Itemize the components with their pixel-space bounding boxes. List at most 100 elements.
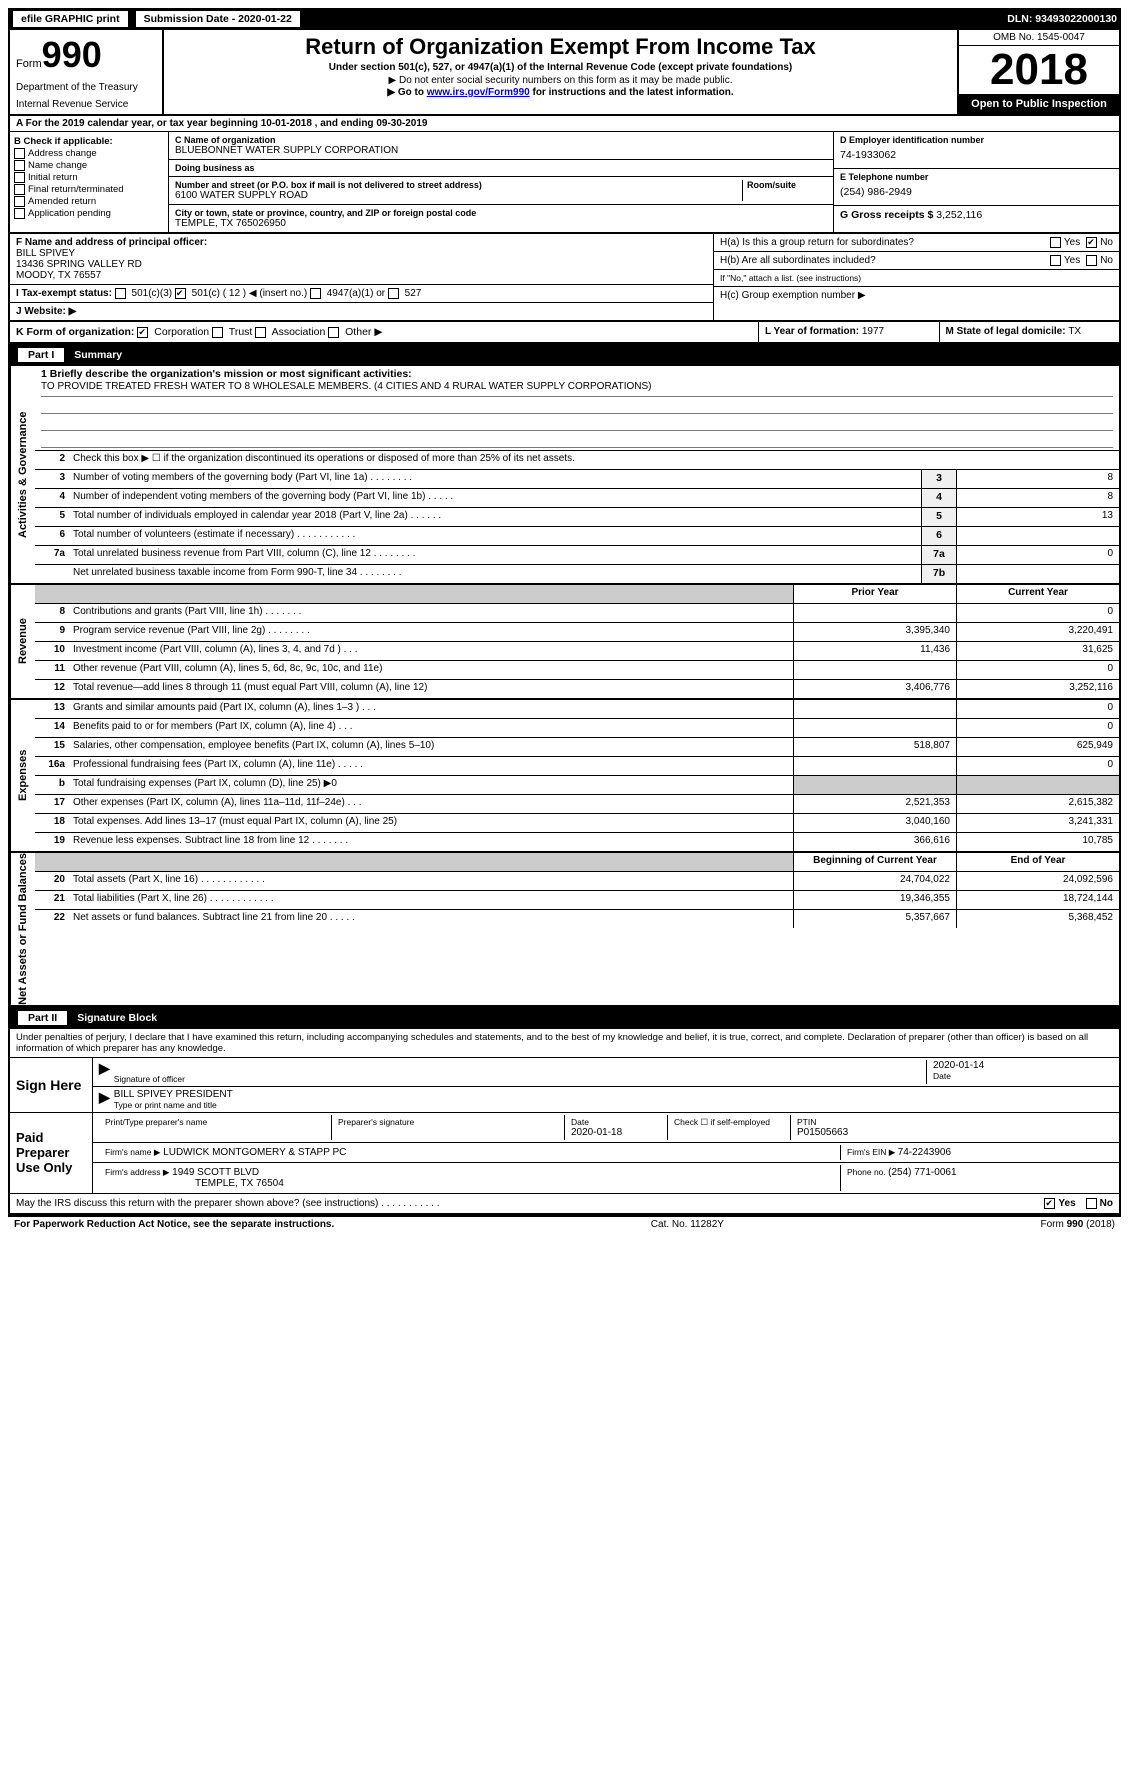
tax-year: 2018 — [959, 46, 1119, 94]
gov-val-0: 8 — [956, 470, 1119, 488]
firm-name-label: Firm's name ▶ — [105, 1147, 160, 1157]
part1-label: Part I — [18, 348, 64, 362]
net-num-1: 21 — [35, 891, 69, 909]
b-item-4: Amended return — [28, 196, 96, 207]
eoy-header: End of Year — [956, 853, 1119, 871]
dept-treasury: Department of the Treasury — [16, 82, 156, 93]
firm-addr-label: Firm's address ▶ — [105, 1167, 169, 1177]
check-initial[interactable]: Initial return — [14, 172, 164, 183]
hb-no-label: No — [1100, 255, 1113, 266]
footer: For Paperwork Reduction Act Notice, see … — [8, 1215, 1121, 1232]
net-text-2: Net assets or fund balances. Subtract li… — [69, 910, 793, 928]
gov-line-4: 7a Total unrelated business revenue from… — [35, 546, 1119, 565]
check-501c[interactable] — [175, 288, 186, 299]
street-address: 6100 WATER SUPPLY ROAD — [175, 190, 742, 201]
prep-sig-label: Preparer's signature — [338, 1117, 558, 1127]
k-o1: Corporation — [154, 326, 209, 338]
exp-num-2: 15 — [35, 738, 69, 756]
firm-addr2: TEMPLE, TX 76504 — [105, 1178, 834, 1189]
prep-date: 2020-01-18 — [571, 1127, 661, 1138]
mission-box: 1 Briefly describe the organization's mi… — [35, 366, 1119, 451]
mission-blank1 — [41, 397, 1113, 414]
exp-prior-6: 3,040,160 — [793, 814, 956, 832]
net-prior-0: 24,704,022 — [793, 872, 956, 890]
footer-left: For Paperwork Reduction Act Notice, see … — [14, 1219, 334, 1230]
phone-value: (254) 986-2949 — [840, 182, 1113, 202]
officer-signature[interactable] — [114, 1060, 926, 1074]
discuss-no[interactable] — [1086, 1198, 1097, 1209]
check-application[interactable]: Application pending — [14, 208, 164, 219]
gov-val-2: 13 — [956, 508, 1119, 526]
section-b: B Check if applicable: Address change Na… — [10, 132, 169, 232]
dln-label: DLN: 93493022000130 — [1007, 13, 1117, 25]
check-trust[interactable] — [212, 327, 223, 338]
check-527[interactable] — [388, 288, 399, 299]
b-item-3: Final return/terminated — [28, 184, 124, 195]
exp-text-3: Professional fundraising fees (Part IX, … — [69, 757, 793, 775]
hb-yes-label: Yes — [1064, 255, 1080, 266]
self-emp-label: Check ☐ if self-employed — [674, 1117, 784, 1128]
c-name-label: C Name of organization — [175, 135, 827, 145]
hb-yes[interactable] — [1050, 255, 1061, 266]
section-right: D Employer identification number 74-1933… — [834, 132, 1119, 232]
net-h-text — [69, 853, 793, 871]
gov-num-5 — [35, 565, 69, 583]
exp-current-2: 625,949 — [956, 738, 1119, 756]
exp-prior-0 — [793, 700, 956, 718]
part1-header: Part I Summary — [8, 344, 1121, 366]
hb-no[interactable] — [1086, 255, 1097, 266]
section-i: I Tax-exempt status: 501(c)(3) 501(c) ( … — [10, 285, 713, 303]
b-label: B Check if applicable: — [14, 136, 164, 147]
efile-button[interactable]: efile GRAPHIC print — [12, 10, 129, 28]
check-4947[interactable] — [310, 288, 321, 299]
gov-num-3: 6 — [35, 527, 69, 545]
gov-line-3: 6 Total number of volunteers (estimate i… — [35, 527, 1119, 546]
check-final[interactable]: Final return/terminated — [14, 184, 164, 195]
k-o2: Trust — [229, 326, 253, 338]
i-o3: 4947(a)(1) or — [327, 288, 385, 299]
exp-num-3: 16a — [35, 757, 69, 775]
check-assoc[interactable] — [255, 327, 266, 338]
exp-prior-5: 2,521,353 — [793, 795, 956, 813]
mission-blank3 — [41, 431, 1113, 448]
section-identity: B Check if applicable: Address change Na… — [8, 132, 1121, 234]
rev-prior-1: 3,395,340 — [793, 623, 956, 641]
net-current-1: 18,724,144 — [956, 891, 1119, 909]
gov-line-5: Net unrelated business taxable income fr… — [35, 565, 1119, 583]
mission-label: 1 Briefly describe the organization's mi… — [41, 368, 1113, 380]
check-amended[interactable]: Amended return — [14, 196, 164, 207]
b-item-0: Address change — [28, 148, 97, 159]
b-item-5: Application pending — [28, 208, 111, 219]
check-name[interactable]: Name change — [14, 160, 164, 171]
check-501c3[interactable] — [115, 288, 126, 299]
ha-yes[interactable] — [1050, 237, 1061, 248]
rev-line-3: 11 Other revenue (Part VIII, column (A),… — [35, 661, 1119, 680]
ha-no[interactable] — [1086, 237, 1097, 248]
gov-box-5: 7b — [921, 565, 956, 583]
rev-current-2: 31,625 — [956, 642, 1119, 660]
check-other[interactable] — [328, 327, 339, 338]
irs-link[interactable]: www.irs.gov/Form990 — [427, 87, 530, 98]
rev-text-0: Contributions and grants (Part VIII, lin… — [69, 604, 793, 622]
m-label: M State of legal domicile: — [946, 326, 1069, 337]
rev-current-4: 3,252,116 — [956, 680, 1119, 698]
officer-printed-name: BILL SPIVEY PRESIDENT — [114, 1089, 1113, 1100]
expenses-section: Expenses 13 Grants and similar amounts p… — [8, 700, 1121, 853]
i-o4: 527 — [405, 288, 422, 299]
k-label: K Form of organization: — [16, 326, 134, 338]
officer-name: BILL SPIVEY — [16, 248, 707, 259]
gov-box-4: 7a — [921, 546, 956, 564]
check-address[interactable]: Address change — [14, 148, 164, 159]
mission-text: TO PROVIDE TREATED FRESH WATER TO 8 WHOL… — [41, 380, 1113, 397]
firm-addr1: 1949 SCOTT BLVD — [172, 1167, 259, 1178]
net-line-2: 22 Net assets or fund balances. Subtract… — [35, 910, 1119, 928]
section-fhij: F Name and address of principal officer:… — [8, 234, 1121, 322]
open-to-public: Open to Public Inspection — [959, 94, 1119, 114]
exp-current-3: 0 — [956, 757, 1119, 775]
check-corp[interactable] — [137, 327, 148, 338]
gov-num-4: 7a — [35, 546, 69, 564]
discuss-yes[interactable] — [1044, 1198, 1055, 1209]
note-ssn: ▶ Do not enter social security numbers o… — [174, 75, 947, 86]
form-number-box: Form990 Department of the Treasury Inter… — [10, 30, 164, 114]
city-state-zip: TEMPLE, TX 765026950 — [175, 218, 827, 229]
